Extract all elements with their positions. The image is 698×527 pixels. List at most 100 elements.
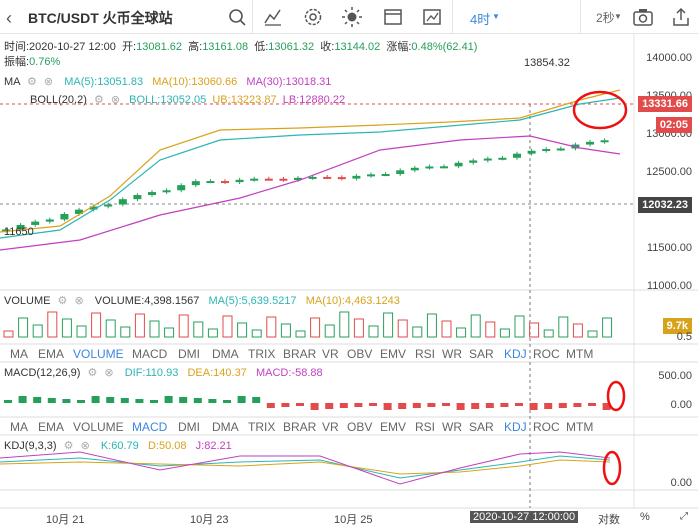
reference-price-tag: 12032.23 <box>638 197 692 213</box>
candle <box>75 209 83 214</box>
price-tick: 14000.00 <box>646 52 692 64</box>
candle <box>556 148 565 151</box>
tab-ema[interactable]: EMA <box>38 347 65 361</box>
x-date: 10月 21 <box>46 514 85 526</box>
candle <box>279 178 288 181</box>
gear-icon[interactable]: ⚙ <box>63 440 74 452</box>
candle <box>513 153 521 158</box>
gear-icon[interactable]: ⚙ <box>87 367 98 379</box>
candle <box>323 176 332 179</box>
tab-dmi[interactable]: DMI <box>178 347 200 361</box>
chart-window-icon[interactable] <box>421 6 443 28</box>
close-icon[interactable]: ⊗ <box>74 295 84 307</box>
candle <box>396 170 405 175</box>
cursor-date: 2020-10-27 12:00:00 <box>470 511 579 523</box>
log-scale-toggle[interactable]: 对数 <box>598 514 620 526</box>
volume-ma5-value: MA(5):5,639.5217 <box>208 295 297 307</box>
brightness-icon[interactable] <box>341 6 363 28</box>
tab-brar[interactable]: BRAR <box>283 347 317 361</box>
x-date: 10月 25 <box>334 514 373 526</box>
window-icon[interactable] <box>382 6 404 28</box>
tab-sar[interactable]: SAR <box>469 347 494 361</box>
high-value: 13161.08 <box>202 41 249 53</box>
tab-volume[interactable]: VOLUME <box>73 420 124 434</box>
tab-obv[interactable]: OBV <box>347 347 373 361</box>
candle <box>133 195 142 200</box>
tab-ma[interactable]: MA <box>10 347 28 361</box>
tab-ma[interactable]: MA <box>10 420 28 434</box>
screenshot-icon[interactable] <box>632 6 654 28</box>
candle <box>264 178 273 181</box>
tab-trix[interactable]: TRIX <box>248 347 276 361</box>
pair-title[interactable]: BTC/USDT 火币全球站 <box>28 10 173 26</box>
tab-obv[interactable]: OBV <box>347 420 373 434</box>
candle <box>425 166 434 169</box>
candle <box>498 157 507 160</box>
caret-down-icon[interactable]: ▼ <box>492 12 500 21</box>
candle <box>250 178 259 181</box>
search-icon[interactable] <box>226 6 248 28</box>
tab-roc[interactable]: ROC <box>533 347 560 361</box>
tab-rsi[interactable]: RSI <box>415 420 436 434</box>
candle <box>294 177 302 180</box>
volume-ma10-value: MA(10):4,463.1243 <box>305 295 400 307</box>
tab-sar[interactable]: SAR <box>469 420 494 434</box>
tab-macd[interactable]: MACD <box>132 347 168 361</box>
tab-vr[interactable]: VR <box>322 347 339 361</box>
tab-emv[interactable]: EMV <box>380 347 407 361</box>
tab-ema[interactable]: EMA <box>38 420 65 434</box>
x-date: 10月 23 <box>190 514 229 526</box>
expand-icon[interactable]: ⤢ <box>680 511 688 522</box>
tab-kdj[interactable]: KDJ <box>504 420 527 434</box>
low-value: 13061.32 <box>268 41 315 53</box>
tab-emv[interactable]: EMV <box>380 420 407 434</box>
volume-value: VOLUME:4,398.1567 <box>94 295 200 307</box>
price-tick: 11000.00 <box>646 280 692 292</box>
ma30-value: MA(30):13018.31 <box>246 76 332 88</box>
candle <box>221 181 229 184</box>
ma5-value: MA(5):13051.83 <box>64 76 144 88</box>
macd-tick: 0.00 <box>670 399 692 411</box>
close-icon[interactable]: ⊗ <box>104 367 114 379</box>
annotation-ellipse <box>602 450 622 486</box>
close-icon[interactable]: ⊗ <box>43 76 54 88</box>
tab-macd[interactable]: MACD <box>132 420 168 434</box>
candle <box>162 190 171 193</box>
chevron-left-icon[interactable]: ‹ <box>6 8 12 28</box>
tab-dmi[interactable]: DMI <box>178 420 200 434</box>
tab-dma[interactable]: DMA <box>212 347 239 361</box>
tab-brar[interactable]: BRAR <box>283 420 317 434</box>
tab-mtm[interactable]: MTM <box>566 420 594 434</box>
tab-dma[interactable]: DMA <box>212 420 239 434</box>
gear-icon[interactable]: ⚙ <box>57 295 68 307</box>
tab-mtm[interactable]: MTM <box>566 347 594 361</box>
amplitude-value: 0.76% <box>29 56 61 68</box>
tab-volume[interactable]: VOLUME <box>73 347 124 361</box>
refresh-interval[interactable]: 2秒 <box>596 11 615 25</box>
tab-roc[interactable]: ROC <box>533 420 560 434</box>
tab-rsi[interactable]: RSI <box>415 347 436 361</box>
candle <box>191 181 200 186</box>
close-value: 13144.02 <box>334 41 381 53</box>
tab-wr[interactable]: WR <box>442 347 462 361</box>
share-icon[interactable] <box>670 6 692 28</box>
tab-vr[interactable]: VR <box>322 420 339 434</box>
candle <box>45 219 54 222</box>
tab-wr[interactable]: WR <box>442 420 462 434</box>
caret-down-icon[interactable]: ▼ <box>614 12 622 21</box>
close-icon[interactable]: ⊗ <box>110 94 121 106</box>
high-marker-label: 13854.32 <box>524 57 570 69</box>
settings-icon[interactable] <box>302 6 324 28</box>
annotation-ellipse <box>606 380 626 412</box>
gear-icon[interactable]: ⚙ <box>93 94 104 106</box>
close-icon[interactable]: ⊗ <box>80 440 90 452</box>
price-tick: 12500.00 <box>646 166 692 178</box>
gear-icon[interactable]: ⚙ <box>26 76 37 88</box>
timeframe-selector[interactable]: 4时 <box>470 12 491 27</box>
candle <box>60 213 69 220</box>
tab-kdj[interactable]: KDJ <box>504 347 527 361</box>
candle <box>177 185 186 191</box>
tab-trix[interactable]: TRIX <box>248 420 276 434</box>
percent-toggle[interactable]: % <box>640 511 650 523</box>
indicator-icon[interactable] <box>262 6 284 28</box>
